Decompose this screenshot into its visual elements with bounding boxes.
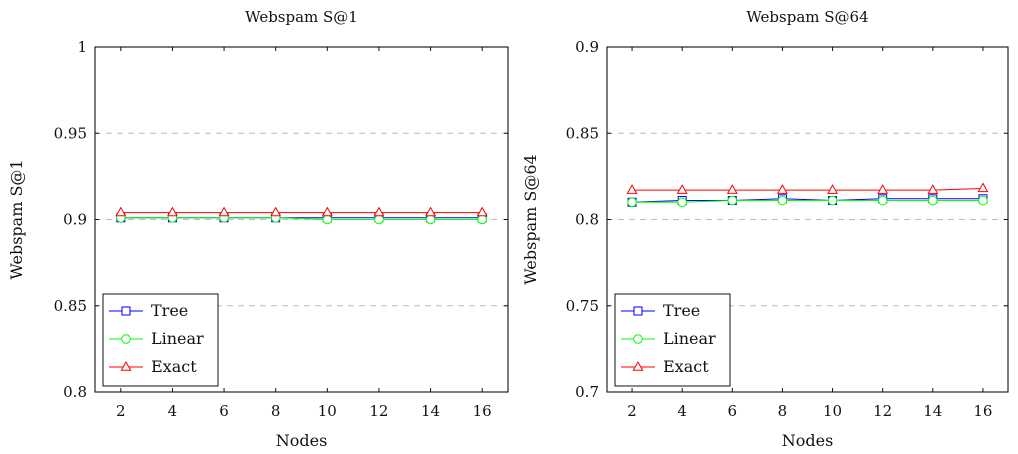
data-point <box>476 206 488 217</box>
legend-entry-exact: Exact <box>109 357 197 376</box>
x-tick-label: 4 <box>168 402 178 420</box>
legend-label: Linear <box>663 329 716 348</box>
legend: Tree Linear Exact <box>102 293 219 387</box>
data-point <box>726 184 738 194</box>
legend-marker <box>632 360 644 371</box>
legend-marker <box>120 360 132 371</box>
data-point <box>978 195 988 206</box>
x-tick-label: 2 <box>116 402 126 420</box>
y-tick-label: 0.85 <box>566 124 599 142</box>
y-tick-label: 0.9 <box>575 38 599 56</box>
data-point <box>322 214 333 225</box>
data-point <box>270 206 282 217</box>
x-axis-label: Nodes <box>782 431 834 450</box>
x-tick-label: 8 <box>778 402 788 420</box>
data-point <box>374 214 384 225</box>
data-point <box>928 195 938 206</box>
legend-marker <box>121 306 131 316</box>
chart-panel-2: 0.7 0.75 0.8 0.85 0.9 2 4 6 8 10 12 14 16 Webspam S@6… <box>521 8 1009 450</box>
series-exact <box>626 182 989 194</box>
data-point <box>627 197 637 208</box>
x-tick-label: 12 <box>873 402 892 420</box>
legend-label: Exact <box>151 357 197 376</box>
x-tick-label: 8 <box>271 402 281 420</box>
y-tick-label: 0.85 <box>54 297 87 315</box>
y-tick-label: 0.7 <box>575 383 599 401</box>
y-tick-label: 0.95 <box>54 124 87 142</box>
series-line <box>120 217 483 220</box>
y-tick-label: 0.75 <box>566 297 599 315</box>
y-axis-label: Webspam S@1 <box>7 159 26 279</box>
legend-label: Exact <box>663 357 709 376</box>
data-point <box>827 195 838 206</box>
x-tick-label: 4 <box>677 402 687 420</box>
data-point <box>677 197 687 208</box>
data-point <box>373 206 385 217</box>
y-axis-label: Webspam S@64 <box>521 154 540 284</box>
x-tick-label: 14 <box>923 402 942 420</box>
y-tick-label: 0.8 <box>63 383 87 401</box>
legend-entry-linear: Linear <box>621 329 716 348</box>
data-point <box>425 206 437 217</box>
x-tick-label: 12 <box>369 402 388 420</box>
data-point <box>777 195 788 206</box>
legend-entry-linear: Linear <box>109 329 204 348</box>
series-line <box>632 187 983 191</box>
series-linear <box>627 195 988 208</box>
chart-title: Webspam S@64 <box>746 8 868 26</box>
series-linear <box>116 212 487 225</box>
x-tick-label: 14 <box>421 402 440 420</box>
data-point <box>166 206 178 217</box>
data-point <box>321 206 333 217</box>
data-point <box>827 184 839 194</box>
legend-marker <box>121 334 131 344</box>
data-point <box>477 214 487 225</box>
data-point <box>977 182 989 193</box>
legend: Tree Linear Exact <box>614 293 731 387</box>
data-point <box>877 195 888 206</box>
legend-label: Tree <box>663 301 700 320</box>
x-tick-label: 16 <box>973 402 992 420</box>
data-point <box>626 184 638 194</box>
y-tick-label: 1 <box>77 38 87 56</box>
data-point <box>776 184 788 194</box>
data-point <box>115 206 127 217</box>
series-exact <box>115 206 488 217</box>
x-axis-label: Nodes <box>276 431 328 450</box>
data-point <box>425 214 436 225</box>
series-line <box>632 200 983 203</box>
x-tick-label: 6 <box>219 402 229 420</box>
y-tick-label: 0.8 <box>575 211 599 229</box>
series-line <box>632 198 983 203</box>
data-point <box>877 184 889 194</box>
x-tick-label: 6 <box>728 402 738 420</box>
x-tick-label: 10 <box>318 402 337 420</box>
x-tick-label: 10 <box>823 402 842 420</box>
legend-entry-tree: Tree <box>621 301 700 320</box>
legend-entry-exact: Exact <box>621 357 709 376</box>
data-point <box>727 195 738 206</box>
legend-label: Tree <box>151 301 188 320</box>
legend-marker <box>633 306 643 316</box>
legend-marker <box>633 334 643 344</box>
x-tick-label: 16 <box>473 402 492 420</box>
data-point <box>218 206 230 217</box>
legend-label: Linear <box>151 329 204 348</box>
data-point <box>927 184 939 194</box>
x-tick-label: 2 <box>627 402 637 420</box>
chart-title: Webspam S@1 <box>245 8 358 26</box>
y-tick-label: 0.9 <box>63 211 87 229</box>
data-point <box>676 184 688 194</box>
legend-entry-tree: Tree <box>109 301 188 320</box>
